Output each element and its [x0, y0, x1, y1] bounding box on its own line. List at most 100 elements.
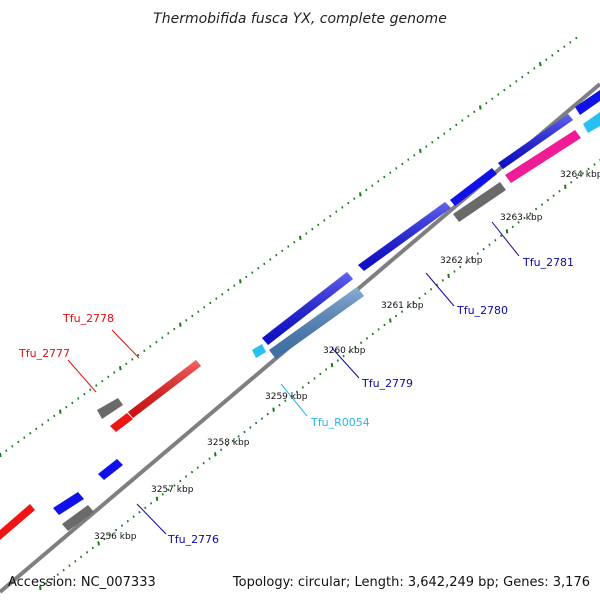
minor-tick	[167, 332, 170, 335]
minor-tick	[65, 405, 68, 409]
minor-tick	[56, 573, 59, 576]
minor-tick	[365, 188, 368, 192]
gene-label-tfu-2780[interactable]: Tfu_2780	[456, 304, 508, 317]
major-tick	[330, 362, 334, 368]
tick-label-3256: 3256 kbp	[94, 532, 137, 542]
gene-label-tfu-2781[interactable]: Tfu_2781	[522, 256, 574, 269]
minor-tick	[552, 194, 555, 197]
major-tick	[505, 229, 509, 234]
leader-lines	[67, 221, 520, 535]
gene-cyan-edge-arrow[interactable]	[583, 112, 600, 133]
major-tick	[0, 452, 2, 458]
minor-tick	[395, 314, 398, 318]
minor-tick	[35, 427, 38, 431]
major-tick	[97, 541, 100, 546]
minor-tick	[101, 379, 104, 383]
minor-tick	[278, 403, 281, 407]
major-tick	[59, 409, 62, 414]
minor-tick	[23, 436, 26, 439]
minor-tick	[342, 354, 345, 358]
minor-tick	[138, 510, 141, 514]
gene-edge-arrow[interactable]	[575, 90, 600, 115]
minor-tick	[245, 275, 248, 279]
outer-tick-dots	[0, 36, 578, 458]
minor-tick	[197, 310, 200, 313]
minor-tick	[131, 358, 134, 361]
minor-tick	[233, 284, 236, 287]
minor-tick	[437, 136, 440, 140]
gene-tfu-2780b-arrow[interactable]	[450, 168, 497, 206]
minor-tick	[62, 568, 65, 572]
minor-tick	[185, 475, 188, 478]
minor-tick	[491, 97, 494, 101]
minor-tick	[360, 341, 363, 345]
minor-tick	[191, 314, 194, 318]
minor-tick	[41, 423, 44, 426]
minor-tick	[500, 234, 503, 238]
minor-tick	[517, 221, 520, 224]
minor-tick	[107, 375, 110, 379]
gene-label-tfu-r0054[interactable]: Tfu_R0054	[310, 416, 370, 429]
tick-label-3258: 3258 kbp	[207, 438, 250, 448]
gene-magenta-arrow[interactable]	[505, 130, 581, 183]
minor-tick	[482, 247, 485, 251]
minor-tick	[144, 506, 147, 510]
major-tick	[359, 192, 362, 197]
minor-tick	[77, 397, 80, 400]
gene-label-tfu-2779[interactable]: Tfu_2779	[361, 377, 413, 390]
minor-tick	[497, 93, 500, 96]
minor-tick	[383, 323, 386, 327]
minor-tick	[365, 337, 369, 340]
major-tick	[39, 585, 42, 591]
major-tick	[299, 235, 302, 240]
minor-tick	[401, 162, 404, 166]
minor-tick	[558, 189, 561, 193]
minor-tick	[551, 54, 554, 57]
gene-labels: Tfu_2778 Tfu_2777 Tfu_2776 Tfu_R0054 Tfu…	[18, 256, 574, 546]
minor-tick	[161, 336, 164, 339]
minor-tick	[125, 362, 128, 366]
gene-gray-2776c-arrow[interactable]	[62, 505, 94, 531]
minor-tick	[348, 350, 351, 353]
gene-gray-2781-arrow[interactable]	[453, 182, 506, 222]
gene-cyan-r0054-arrow[interactable]	[252, 344, 266, 358]
gene-2775-arrow[interactable]	[0, 504, 35, 540]
major-tick	[214, 452, 217, 457]
minor-tick	[275, 253, 278, 257]
gene-2777-arrow[interactable]	[110, 413, 133, 432]
gene-2776-arrow[interactable]	[98, 459, 123, 480]
minor-tick	[255, 421, 258, 425]
minor-tick	[341, 206, 344, 209]
minor-tick	[260, 417, 264, 420]
minor-tick	[527, 71, 530, 75]
minor-tick	[295, 390, 299, 394]
minor-tick	[126, 519, 129, 523]
minor-tick	[74, 560, 77, 563]
minor-tick	[575, 36, 578, 40]
minor-tick	[521, 75, 524, 79]
minor-tick	[149, 345, 152, 348]
minor-tick	[535, 207, 538, 211]
minor-tick	[575, 176, 579, 180]
gene-blue-2776b-arrow[interactable]	[53, 492, 84, 515]
minor-tick	[155, 340, 158, 344]
minor-tick	[190, 470, 194, 474]
minor-tick	[377, 180, 380, 183]
minor-tick	[425, 145, 428, 148]
gene-label-tfu-2778[interactable]: Tfu_2778	[62, 312, 114, 325]
gene-label-tfu-2776[interactable]: Tfu_2776	[167, 533, 219, 546]
minor-tick	[287, 245, 290, 248]
minor-tick	[293, 240, 296, 244]
minor-tick	[494, 239, 497, 242]
minor-tick	[529, 212, 532, 215]
gene-label-tfu-2777[interactable]: Tfu_2777	[18, 347, 70, 360]
minor-tick	[5, 449, 8, 452]
gene-gray-2777b-arrow[interactable]	[97, 398, 123, 419]
minor-tick	[257, 266, 260, 270]
minor-tick	[593, 163, 596, 166]
minor-tick	[83, 392, 86, 396]
minor-tick	[305, 232, 308, 235]
tick-label-3263: 3263 kbp	[500, 213, 543, 223]
minor-tick	[91, 546, 94, 550]
minor-tick	[509, 84, 512, 88]
